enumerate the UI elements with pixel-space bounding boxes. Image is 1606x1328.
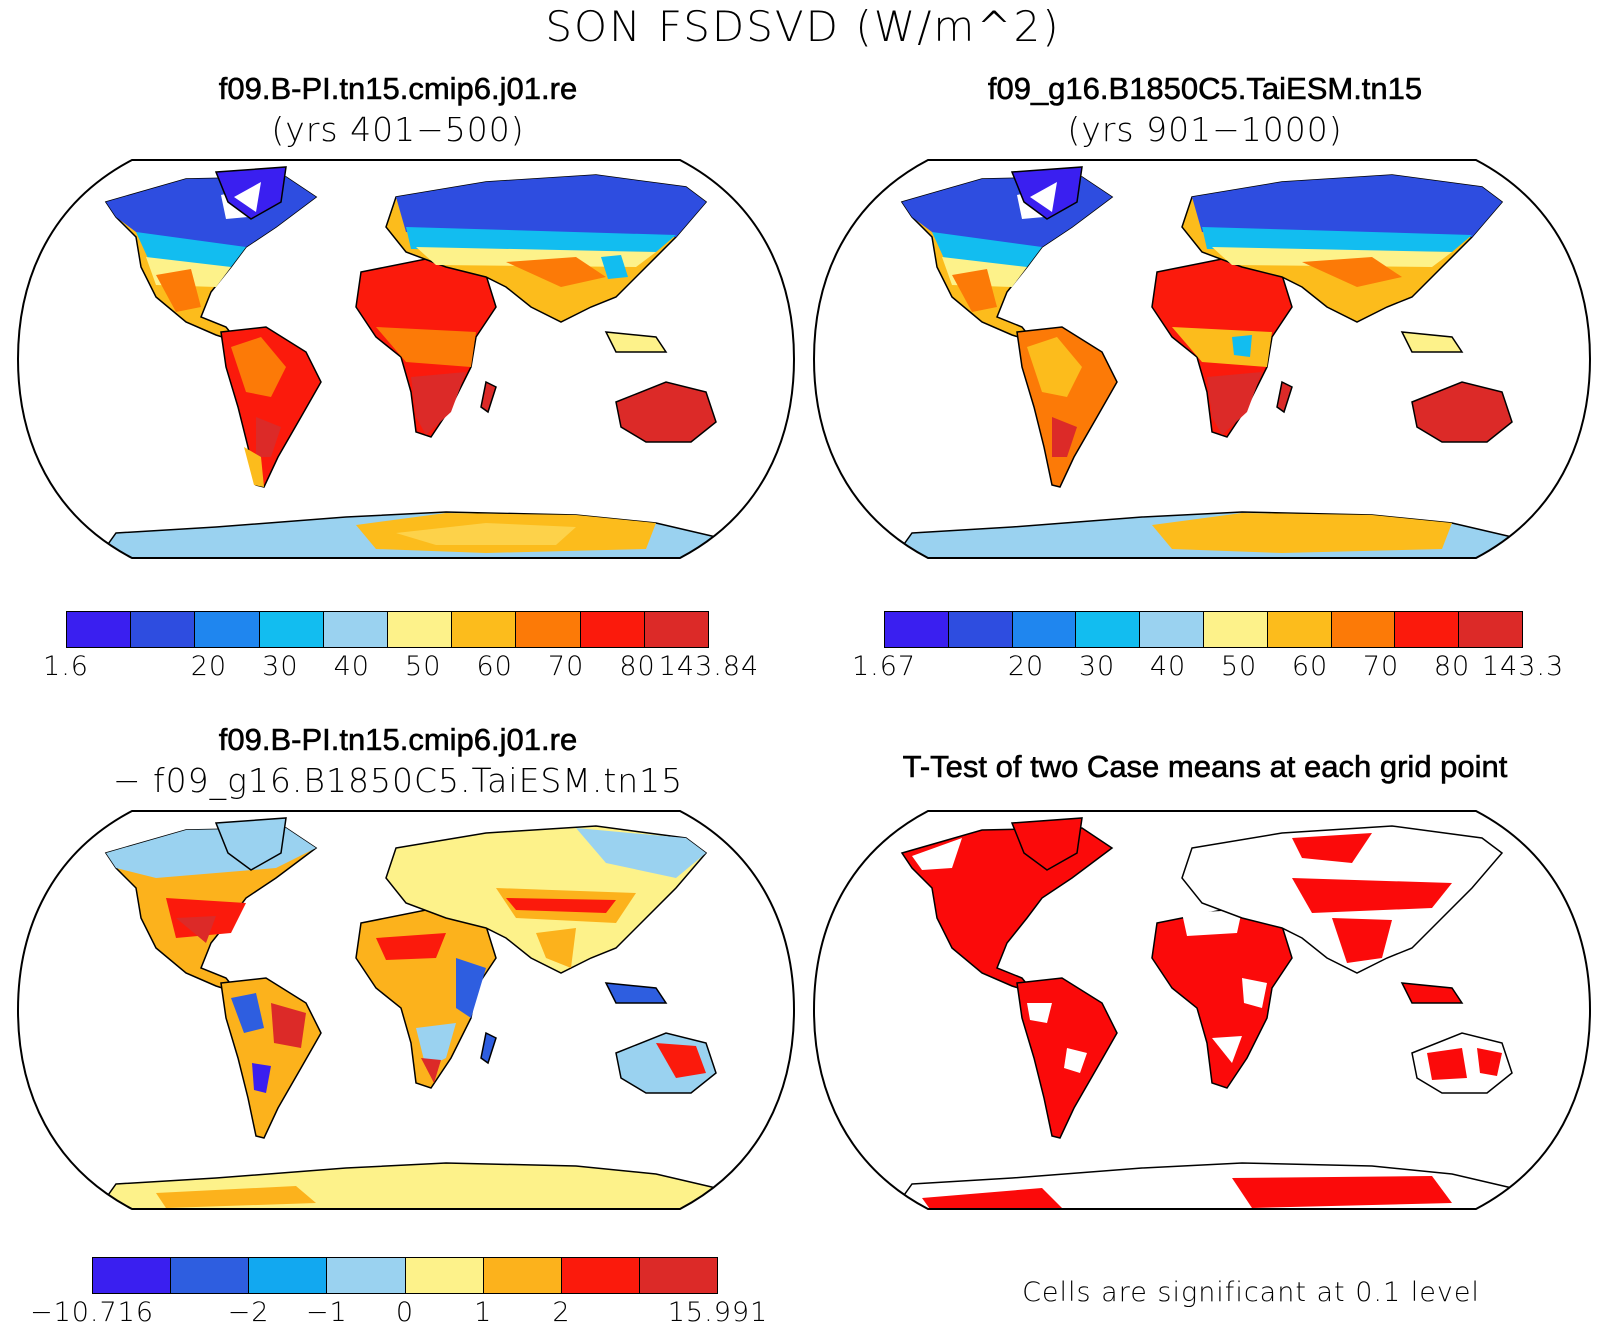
diff-title: f09.B-PI.tn15.cmip6.j01.re: [218, 722, 578, 758]
colorbar-tick-label: 20: [1007, 651, 1045, 682]
ttest-map: [812, 810, 1592, 1210]
colorbar-swatch: [639, 1258, 717, 1293]
colorbar-swatch: [131, 612, 196, 647]
colorbar-tick-label: 40: [333, 651, 370, 682]
colorbar-swatch: [561, 1258, 640, 1293]
colorbar-swatch: [1395, 612, 1460, 647]
case2-colorbar: [884, 611, 1523, 648]
colorbar-swatch: [1203, 612, 1268, 647]
colorbar-tick-label: 1.67: [851, 651, 917, 682]
case1-colorbar: [66, 611, 709, 648]
colorbar-swatch: [1267, 612, 1332, 647]
colorbar-swatch: [388, 612, 453, 647]
colorbar-swatch: [249, 1258, 328, 1293]
colorbar-swatch: [93, 1258, 172, 1293]
colorbar-swatch: [1140, 612, 1204, 647]
diff-colorbar: [92, 1257, 718, 1294]
colorbar-tick-label: 0: [395, 1297, 415, 1328]
colorbar-swatch: [67, 612, 132, 647]
colorbar-swatch: [948, 612, 1013, 647]
ttest-title: T-Test of two Case means at each grid po…: [902, 749, 1508, 785]
figure-title: SON FSDSVD (W/m^2): [545, 2, 1061, 51]
colorbar-swatch: [516, 612, 581, 647]
colorbar-tick-label: 50: [405, 651, 442, 682]
colorbar-tick-label: −2: [227, 1297, 270, 1328]
ttest-footnote: Cells are significant at 0.1 level: [1022, 1277, 1480, 1308]
colorbar-tick-label: 1: [474, 1297, 493, 1328]
diff-subtitle: − f09_g16.B1850C5.TaiESM.tn15: [112, 761, 684, 800]
colorbar-tick-label: −10.716: [29, 1297, 155, 1328]
colorbar-tick-label: 60: [1291, 651, 1329, 682]
difference-map: [16, 810, 796, 1210]
colorbar-tick-label: 80: [1433, 651, 1471, 682]
colorbar-swatch: [1076, 612, 1141, 647]
colorbar-swatch: [452, 612, 517, 647]
colorbar-swatch: [259, 612, 324, 647]
colorbar-swatch: [323, 612, 389, 647]
colorbar-tick-label: 30: [1078, 651, 1116, 682]
colorbar-tick-label: 70: [1362, 651, 1400, 682]
colorbar-tick-label: 80: [619, 651, 656, 682]
colorbar-tick-label: 30: [262, 651, 299, 682]
colorbar-tick-label: 40: [1149, 651, 1187, 682]
colorbar-tick-label: 2: [552, 1297, 571, 1328]
colorbar-swatch: [195, 612, 260, 647]
colorbar-swatch: [580, 612, 645, 647]
colorbar-swatch: [885, 612, 949, 647]
colorbar-swatch: [405, 1258, 484, 1293]
case2-map: [812, 159, 1592, 559]
colorbar-tick-label: 15.991: [667, 1297, 769, 1328]
colorbar-swatch: [644, 612, 709, 647]
colorbar-swatch: [483, 1258, 562, 1293]
case1-map: [16, 159, 796, 559]
case2-title: f09_g16.B1850C5.TaiESM.tn15: [987, 71, 1423, 107]
colorbar-swatch: [1012, 612, 1077, 647]
case1-subtitle: (yrs 401−500): [271, 110, 525, 149]
colorbar-tick-label: 1.6: [43, 651, 89, 682]
case1-title: f09.B-PI.tn15.cmip6.j01.re: [218, 71, 578, 107]
colorbar-tick-label: 50: [1220, 651, 1258, 682]
case2-subtitle: (yrs 901−1000): [1067, 110, 1343, 149]
colorbar-swatch: [327, 1258, 406, 1293]
colorbar-swatch: [1459, 612, 1522, 647]
colorbar-swatch: [1331, 612, 1396, 647]
colorbar-swatch: [171, 1258, 250, 1293]
colorbar-tick-label: 20: [190, 651, 228, 682]
colorbar-tick-label: −1: [305, 1297, 348, 1328]
colorbar-tick-label: 143.84: [658, 651, 760, 682]
colorbar-tick-label: 60: [476, 651, 513, 682]
colorbar-tick-label: 70: [547, 651, 585, 682]
colorbar-tick-label: 143.3: [1481, 651, 1565, 682]
